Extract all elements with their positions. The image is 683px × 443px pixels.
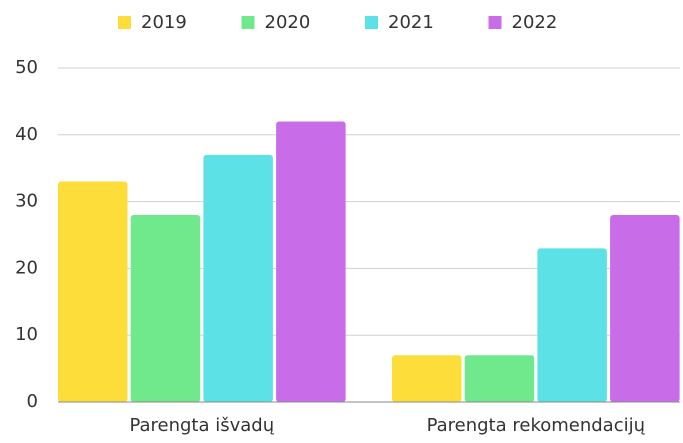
legend-swatch [118,16,131,29]
x-tick-label: Parengta išvadų [129,415,274,436]
x-tick-label: Parengta rekomendacijų [427,415,646,436]
bar [58,181,128,402]
legend-swatch [488,16,502,29]
bar [130,214,201,402]
legend-swatch [365,16,378,29]
bar [464,355,535,402]
y-tick-label: 50 [15,57,38,78]
y-tick-label: 0 [27,391,38,412]
bar [392,355,462,402]
legend-label: 2020 [265,12,311,33]
bar [537,248,607,402]
bar [203,154,273,402]
legend-swatch [241,16,255,29]
bar [610,214,680,402]
y-tick-label: 30 [15,191,38,212]
y-tick-label: 40 [15,124,38,145]
bar [276,121,346,402]
legend-label: 2022 [512,12,558,33]
y-tick-label: 10 [15,324,38,345]
legend-label: 2019 [141,12,187,33]
legend-label: 2021 [388,12,434,33]
y-tick-label: 20 [15,257,38,278]
